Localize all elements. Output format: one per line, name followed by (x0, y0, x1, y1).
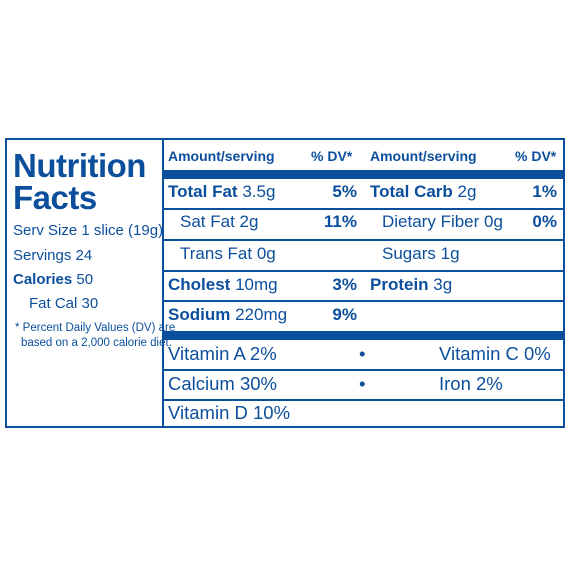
row-protein: Protein 3g (370, 275, 452, 295)
row-sat-fat: Sat Fat 2g (180, 212, 258, 232)
dv-sodium: 9% (332, 305, 357, 324)
vitamins-thick-rule (164, 331, 563, 340)
serving-size: Serv Size 1 slice (19g) (13, 222, 164, 239)
nutrient-name: Total Carb (370, 182, 453, 201)
calories-line: Calories 50 (13, 271, 93, 288)
vitamin-d: Vitamin D 10% (168, 402, 291, 423)
fat-calories: Fat Cal 30 (29, 295, 99, 312)
calcium: Calcium 30% (168, 373, 277, 394)
header-dv-left: % DV* (311, 148, 353, 164)
nutrition-title-line1: Nutrition (13, 147, 146, 184)
row-rule (164, 399, 563, 401)
footnote-line2: based on a 2,000 calorie diet. (21, 337, 172, 349)
nutrient-amount: 3g (433, 275, 453, 294)
nutrient-name: Sugars (382, 244, 436, 263)
row-sugars: Sugars 1g (382, 244, 460, 264)
row-total-fat: Total Fat 3.5g (168, 182, 275, 202)
row-total-carb: Total Carb 2g (370, 182, 476, 202)
nutrient-name: Sodium (168, 305, 231, 324)
servings-per-container: Servings 24 (13, 247, 93, 264)
dv-sat-fat: 11% (323, 212, 357, 231)
nutrient-amount: 10mg (235, 275, 278, 294)
nutrient-amount: 2g (457, 182, 477, 201)
row-sodium: Sodium 220mg (168, 305, 287, 325)
dv-total-carb: 1% (532, 182, 557, 201)
row-rule (164, 208, 563, 210)
nutrition-title-line2: Facts (13, 179, 97, 216)
nutrient-name: Trans Fat (180, 244, 253, 263)
iron: Iron 2% (439, 373, 503, 394)
nutrient-amount: 2g (239, 212, 259, 231)
nutrition-facts-label: Nutrition Facts Serv Size 1 slice (19g) … (5, 138, 565, 428)
row-rule (164, 239, 563, 241)
header-amount-left: Amount/serving (168, 148, 275, 164)
row-trans-fat: Trans Fat 0g (180, 244, 276, 264)
nutrient-amount: 1g (440, 244, 460, 263)
nutrient-name: Cholest (168, 275, 231, 294)
nutrient-name: Dietary Fiber (382, 212, 480, 231)
nutrient-name: Sat Fat (180, 212, 235, 231)
dv-dietary-fiber: 0% (532, 212, 557, 231)
panel-divider (162, 140, 164, 426)
row-cholesterol: Cholest 10mg (168, 275, 278, 295)
calories-value: 50 (76, 271, 94, 288)
nutrient-amount: 0g (484, 212, 503, 231)
header-thick-rule (164, 170, 563, 179)
nutrient-amount: 220mg (235, 305, 288, 324)
bullet-separator: • (359, 343, 366, 364)
dv-cholesterol: 3% (332, 275, 357, 294)
nutrient-amount: 0g (256, 244, 276, 263)
row-rule (164, 300, 563, 302)
bullet-separator: • (359, 373, 366, 394)
row-rule (164, 270, 563, 272)
header-amount-right: Amount/serving (370, 148, 477, 164)
footnote-line1: * Percent Daily Values (DV) are (15, 322, 176, 334)
header-dv-right: % DV* (515, 148, 557, 164)
row-dietary-fiber: Dietary Fiber 0g (382, 212, 503, 232)
calories-label: Calories (13, 271, 73, 288)
nutrient-amount: 3.5g (242, 182, 276, 201)
nutrient-name: Protein (370, 275, 429, 294)
nutrient-name: Total Fat (168, 182, 238, 201)
vitamin-a: Vitamin A 2% (168, 343, 277, 364)
row-rule (164, 369, 563, 371)
vitamin-c: Vitamin C 0% (439, 343, 551, 364)
dv-total-fat: 5% (332, 182, 357, 201)
